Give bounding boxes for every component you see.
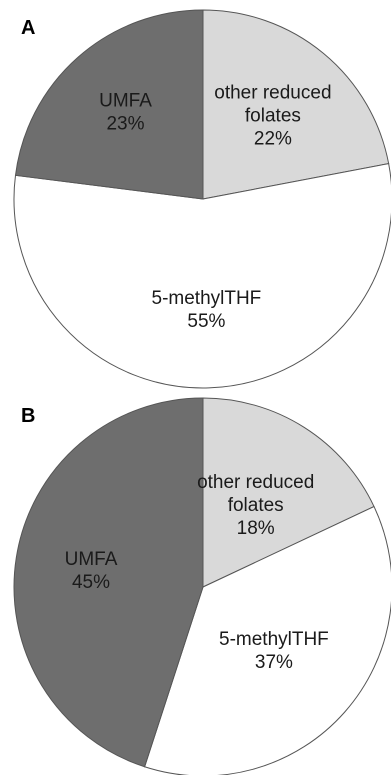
pie-slice-umfa — [13, 397, 204, 768]
slice-label-other-reduced-folates: other reduced — [214, 83, 331, 104]
slice-label-umfa: UMFA — [99, 91, 152, 112]
pie-slice-other-reduced-folates — [202, 9, 390, 200]
pie-slice-other-reduced-folates — [202, 397, 375, 588]
panel-label-b: B — [21, 405, 36, 427]
pie-chart-panel-a: A other reduced folates 22% 5-methylTHF 55% U… — [0, 0, 391, 389]
pie-slice-5-methylthf — [13, 162, 391, 389]
pie-chart-panel-b: B other reduced folates 18% 5-methylTHF 37% U… — [0, 388, 391, 775]
slice-percent-umfa: 45% — [72, 572, 110, 593]
slice-percent-5-methylthf: 37% — [255, 652, 293, 673]
slice-label-other-reduced-folates: folates — [245, 106, 301, 127]
slice-percent-5-methylthf: 55% — [187, 311, 225, 332]
slice-label-5-methylthf: 5-methylTHF — [152, 288, 262, 309]
pie-slice-umfa — [14, 9, 204, 200]
panel-label-a: A — [21, 17, 36, 39]
slice-label-other-reduced-folates: other reduced — [197, 472, 314, 493]
pie-slice-5-methylthf — [143, 505, 391, 775]
slice-label-5-methylthf: 5-methylTHF — [219, 629, 329, 650]
slice-percent-other-reduced-folates: 22% — [254, 129, 292, 150]
slice-percent-other-reduced-folates: 18% — [237, 518, 275, 539]
slice-label-umfa: UMFA — [65, 549, 118, 570]
slice-percent-umfa: 23% — [106, 114, 144, 135]
slice-label-other-reduced-folates: folates — [228, 495, 284, 516]
